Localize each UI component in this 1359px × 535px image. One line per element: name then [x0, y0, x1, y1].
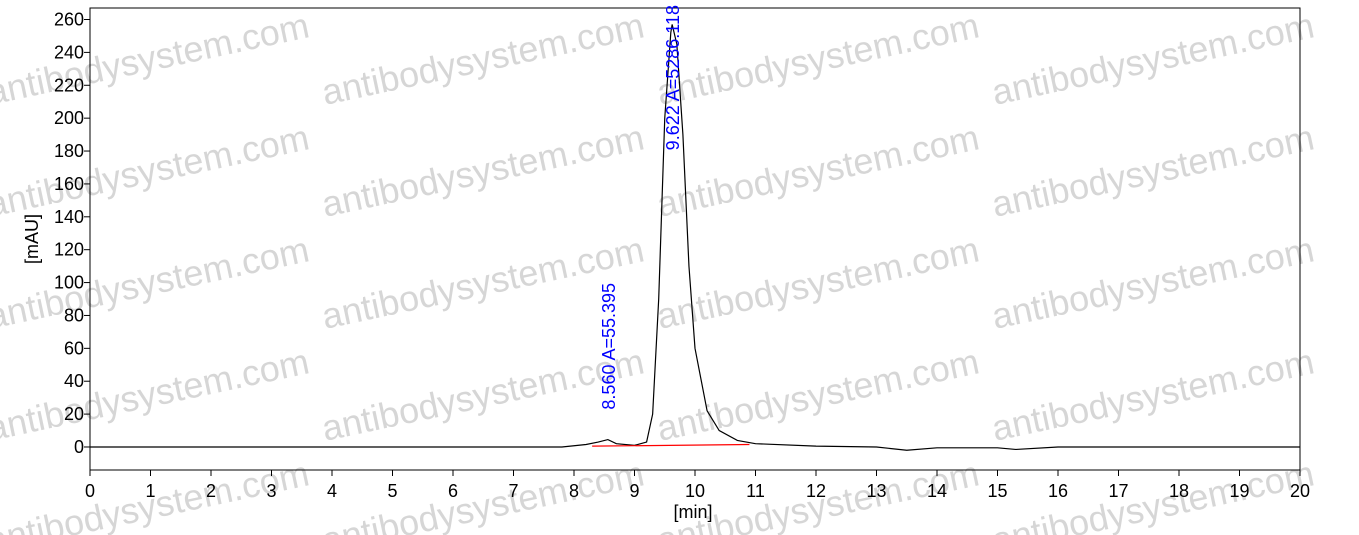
y-tick-label: 0	[74, 437, 84, 457]
y-tick-label: 180	[54, 141, 84, 161]
x-tick-label: 1	[145, 481, 155, 501]
y-tick-label: 200	[54, 108, 84, 128]
watermark: antibodysystem.com	[318, 452, 647, 535]
watermark: antibodysystem.com	[653, 4, 982, 112]
peak-annotation: 9.622 A=5286.118	[663, 5, 683, 150]
x-tick-label: 5	[387, 481, 397, 501]
watermark: antibodysystem.com	[988, 228, 1317, 336]
watermark: antibodysystem.com	[988, 116, 1317, 224]
x-tick-label: 19	[1229, 481, 1249, 501]
y-tick-label: 100	[54, 273, 84, 293]
watermark: antibodysystem.com	[653, 340, 982, 448]
y-tick-label: 60	[64, 338, 84, 358]
y-tick-label: 120	[54, 240, 84, 260]
x-tick-label: 10	[685, 481, 705, 501]
x-tick-label: 18	[1169, 481, 1189, 501]
x-tick-label: 7	[508, 481, 518, 501]
x-tick-label: 9	[629, 481, 639, 501]
watermark: antibodysystem.com	[653, 228, 982, 336]
x-axis-label: [min]	[673, 502, 712, 522]
watermark: antibodysystem.com	[653, 116, 982, 224]
y-tick-label: 40	[64, 371, 84, 391]
watermark: antibodysystem.com	[0, 340, 313, 448]
y-tick-label: 160	[54, 174, 84, 194]
watermarks: antibodysystem.com antibodysystem.com anti…	[0, 4, 1318, 535]
y-tick-label: 260	[54, 10, 84, 30]
y-tick-label: 140	[54, 207, 84, 227]
x-tick-label: 0	[85, 481, 95, 501]
x-tick-label: 16	[1048, 481, 1068, 501]
watermark: antibodysystem.com	[0, 4, 313, 112]
y-axis-label: [mAU]	[22, 214, 42, 264]
x-tick-label: 17	[1108, 481, 1128, 501]
peak-annotation: 8.560 A=55.395	[599, 283, 619, 410]
series-line	[592, 443, 750, 447]
watermark: antibodysystem.com	[0, 116, 313, 224]
x-tick-label: 6	[448, 481, 458, 501]
x-tick-label: 13	[866, 481, 886, 501]
x-tick-label: 20	[1290, 481, 1310, 501]
x-tick-label: 2	[206, 481, 216, 501]
x-tick-label: 4	[327, 481, 337, 501]
x-tick-label: 3	[266, 481, 276, 501]
watermark: antibodysystem.com	[988, 452, 1317, 535]
watermark: antibodysystem.com	[318, 4, 647, 112]
y-tick-label: 20	[64, 404, 84, 424]
watermark: antibodysystem.com	[988, 340, 1317, 448]
watermark: antibodysystem.com	[318, 116, 647, 224]
x-tick-label: 11	[746, 481, 765, 501]
y-tick-label: 240	[54, 42, 84, 62]
x-tick-label: 8	[569, 481, 579, 501]
series-line	[90, 24, 1300, 451]
x-tick-label: 14	[927, 481, 947, 501]
watermark: antibodysystem.com	[0, 228, 313, 336]
watermark: antibodysystem.com	[988, 4, 1317, 112]
y-tick-label: 220	[54, 75, 84, 95]
y-tick-label: 80	[64, 305, 84, 325]
x-tick-label: 12	[806, 481, 826, 501]
x-tick-label: 15	[987, 481, 1007, 501]
